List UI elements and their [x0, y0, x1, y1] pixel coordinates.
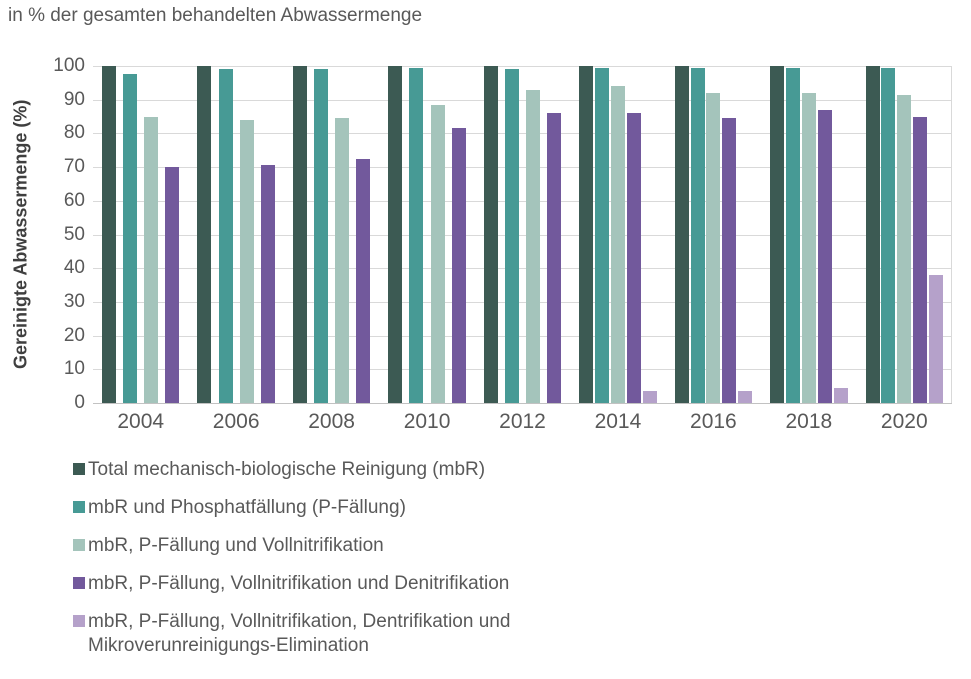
bar-series5-2014 — [642, 391, 657, 403]
legend-swatch-icon — [73, 539, 85, 551]
bar-series1-2008 — [292, 66, 307, 403]
legend-label-3: mbR, P-Fällung und Vollnitrifikation — [88, 535, 384, 556]
gridline-70 — [93, 167, 952, 169]
bar-series4-2006 — [260, 165, 275, 403]
gridline-10 — [93, 369, 952, 371]
x-tick-label-2008: 2008 — [308, 410, 355, 433]
legend-swatch-icon — [73, 577, 85, 589]
bar-series4-2016 — [722, 118, 737, 403]
legend-label-1: Total mechanisch-biologische Reinigung (… — [88, 459, 486, 480]
bar-series2-2016 — [690, 67, 705, 403]
bar-series1-2004 — [102, 66, 116, 403]
bar-series4-2004 — [165, 167, 180, 403]
legend-item-5: mbR, P-Fällung, Vollnitrifikation, Dentr… — [73, 610, 633, 658]
gridline-50 — [93, 234, 952, 236]
bar-series2-2018 — [785, 67, 800, 403]
plot-area — [93, 66, 952, 404]
bar-series2-2020 — [881, 67, 896, 403]
legend-label-4: mbR, P-Fällung, Vollnitrifikation und De… — [88, 573, 510, 594]
bar-series4-2008 — [356, 158, 371, 403]
bar-group-2020 — [857, 66, 952, 403]
bar-group-2012 — [475, 66, 570, 403]
legend: Total mechanisch-biologische Reinigung (… — [73, 458, 633, 672]
bar-series5-2020 — [928, 274, 943, 403]
y-tick-label-90: 90 — [63, 88, 85, 110]
bar-group-2008 — [284, 66, 379, 403]
y-tick-label-30: 30 — [63, 290, 85, 312]
bar-series1-2010 — [388, 66, 403, 403]
y-tick-label-50: 50 — [63, 223, 85, 245]
bar-series3-2004 — [144, 116, 159, 403]
x-tick-label-2018: 2018 — [785, 410, 833, 433]
legend-item-3: mbR, P-Fällung und Vollnitrifikation — [73, 534, 633, 558]
gridline-80 — [93, 133, 952, 135]
legend-swatch-icon — [73, 615, 85, 627]
bar-series1-2020 — [865, 66, 880, 403]
bar-series2-2004 — [123, 74, 138, 403]
legend-label-5: mbR, P-Fällung, Vollnitrifikation, Dentr… — [88, 611, 511, 656]
gridline-60 — [93, 200, 952, 202]
bar-series5-2016 — [738, 391, 753, 403]
x-tick-label-2014: 2014 — [594, 410, 642, 433]
bar-series2-2014 — [595, 67, 610, 403]
legend-item-1: Total mechanisch-biologische Reinigung (… — [73, 458, 633, 482]
chart-subtitle: in % der gesamten behandelten Abwasserme… — [8, 5, 423, 26]
bar-series3-2014 — [610, 86, 625, 403]
bar-series4-2018 — [817, 109, 832, 403]
legend-item-4: mbR, P-Fällung, Vollnitrifikation und De… — [73, 572, 633, 596]
bar-series4-2010 — [451, 128, 466, 403]
gridline-0 — [93, 403, 952, 404]
bar-series4-2012 — [547, 113, 562, 403]
gridline-90 — [93, 99, 952, 101]
y-tick-label-0: 0 — [74, 392, 85, 413]
bar-series4-2020 — [913, 116, 928, 403]
gridline-40 — [93, 268, 952, 270]
gridline-100 — [93, 66, 952, 67]
legend-item-2: mbR und Phosphatfällung (P-Fällung) — [73, 496, 633, 520]
bar-group-2004 — [93, 66, 188, 403]
y-tick-label-60: 60 — [63, 189, 85, 211]
y-tick-label-70: 70 — [63, 156, 85, 178]
legend-swatch-icon — [73, 463, 85, 475]
bar-group-2018 — [761, 66, 856, 403]
bar-series3-2008 — [335, 118, 350, 403]
bar-series1-2014 — [579, 66, 594, 403]
bar-series3-2016 — [706, 92, 721, 403]
gridline-30 — [93, 301, 952, 303]
x-tick-label-2006: 2006 — [212, 410, 260, 433]
bar-series3-2010 — [430, 104, 445, 403]
bar-series3-2018 — [801, 92, 816, 403]
y-tick-label-40: 40 — [63, 257, 85, 279]
bar-group-2014 — [570, 66, 665, 403]
bar-series1-2006 — [197, 66, 212, 403]
y-tick-label-80: 80 — [63, 122, 85, 144]
legend-swatch-icon — [73, 501, 85, 513]
bar-group-2016 — [666, 66, 761, 403]
bar-group-2006 — [188, 66, 283, 403]
bar-series5-2018 — [833, 387, 848, 403]
bar-series4-2014 — [626, 113, 641, 403]
bar-group-2010 — [379, 66, 474, 403]
bar-series2-2012 — [504, 69, 519, 403]
bar-series2-2006 — [218, 69, 233, 403]
x-tick-label-2010: 2010 — [403, 410, 451, 433]
y-tick-label-100: 100 — [53, 55, 85, 76]
y-tick-label-20: 20 — [63, 324, 85, 346]
gridline-20 — [93, 335, 952, 337]
bar-series2-2008 — [314, 69, 329, 403]
x-tick-label-2016: 2016 — [690, 410, 737, 433]
x-tick-label-2004: 2004 — [117, 410, 165, 433]
bar-series1-2012 — [483, 66, 498, 403]
y-tick-label-10: 10 — [63, 358, 85, 380]
bar-series3-2020 — [897, 94, 912, 403]
legend-label-2: mbR und Phosphatfällung (P-Fällung) — [88, 497, 406, 518]
x-tick-label-2020: 2020 — [880, 410, 928, 433]
bar-series3-2006 — [239, 119, 254, 403]
bar-series1-2016 — [674, 66, 689, 403]
bar-series3-2012 — [526, 89, 541, 403]
bar-series2-2010 — [409, 67, 424, 403]
x-tick-label-2012: 2012 — [499, 410, 546, 433]
bar-series1-2018 — [770, 66, 785, 403]
